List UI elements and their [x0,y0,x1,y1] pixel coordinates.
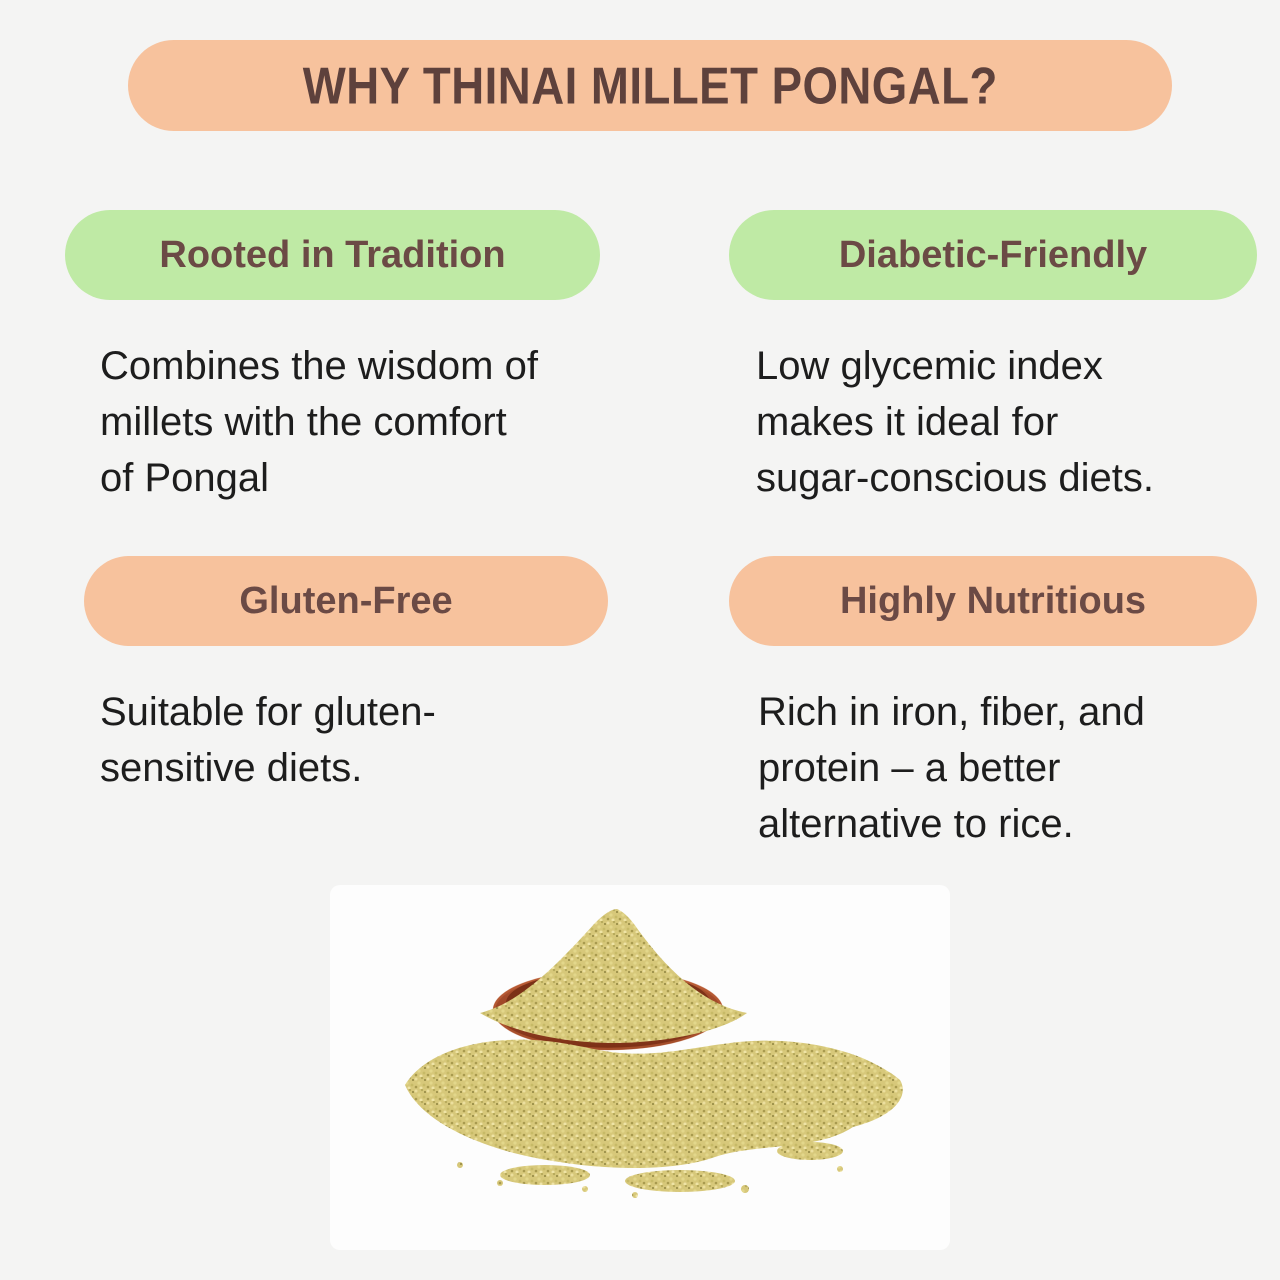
millet-cone [480,909,747,1043]
feature-pill-label: Gluten-Free [239,579,453,622]
millet-photo-graphic [330,885,950,1250]
feature-pill-rooted-in-tradition: Rooted in Tradition [65,210,600,300]
feature-description-rooted-in-tradition: Combines the wisdom of millets with the … [100,344,538,500]
feature-pill-gluten-free: Gluten-Free [84,556,608,646]
title-pill: WHY THINAI MILLET PONGAL? [128,40,1172,131]
feature-pill-diabetic-friendly: Diabetic-Friendly [729,210,1257,300]
feature-description-highly-nutritious: Rich in iron, fiber, and protein – a bet… [758,690,1145,846]
feature-pill-highly-nutritious: Highly Nutritious [729,556,1257,646]
page-title: WHY THINAI MILLET PONGAL? [302,56,998,115]
millet-spread [405,1039,903,1198]
feature-pill-label: Diabetic-Friendly [838,233,1148,276]
millet-photo [330,885,950,1250]
feature-description-gluten-free: Suitable for gluten- sensitive diets. [100,690,436,790]
feature-pill-label: Rooted in Tradition [159,233,506,276]
feature-description-diabetic-friendly: Low glycemic index makes it ideal for su… [756,344,1154,500]
feature-pill-label: Highly Nutritious [839,579,1147,622]
